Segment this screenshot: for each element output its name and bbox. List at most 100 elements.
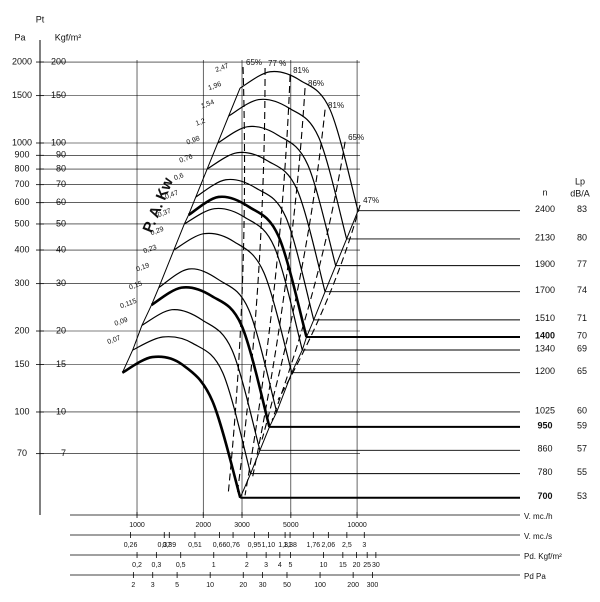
power-label: 0,37 [157,208,172,219]
x-tick-label: 50 [283,582,291,589]
fan-curve [228,98,348,240]
efficiency-label: 86% [308,79,324,88]
power-label: 2,47 [215,63,230,74]
power-label: 0,29 [150,226,165,237]
fan-curve [132,336,252,474]
speed-label: 1200 [535,366,555,376]
y-tick-label: 100 [51,137,66,147]
lp-label: 74 [577,285,587,295]
power-label: 1,54 [200,99,215,110]
y-tick-label: 90 [56,150,66,160]
envelope [121,87,241,373]
speed-label: 1025 [535,405,555,415]
power-label: 0,07 [107,335,122,346]
power-label: 1,96 [207,81,222,92]
efficiency-label: 65% [348,133,364,142]
x-tick-label: 300 [367,582,379,589]
fan-curve [173,232,293,373]
fan-curve [121,355,242,499]
y2-tick-label: 300 [14,278,29,288]
y-tick-label: 80 [56,163,66,173]
y-tick-label: 150 [51,90,66,100]
x-tick-label: 1,31 [278,542,292,549]
lp-label: 83 [577,204,587,214]
lp-label: 65 [577,366,587,376]
lp-label: 57 [577,444,587,454]
y-tick-label: 200 [51,56,66,66]
y2-tick-label: 600 [14,197,29,207]
y2-tick-label: 70 [17,448,27,458]
y-tick-label: 60 [56,197,66,207]
x-tick-label: 0,37 [157,542,171,549]
y2-tick-label: 500 [14,218,29,228]
x-axis-label: Pd Pa [524,572,546,581]
y-tick-label: 15 [56,359,66,369]
x-tick-label: 20 [239,582,247,589]
x-tick-label: 30 [372,562,380,569]
x-tick-label: 0,66 [213,542,227,549]
x-tick-label: 1 [212,562,216,569]
x-tick-label: 2000 [195,522,211,529]
fan-curve [217,125,337,266]
envelope [239,210,359,498]
power-label: 0,19 [135,262,150,273]
x-tick-label: 4 [278,562,282,569]
speed-label: 780 [537,467,552,477]
y-tick-label: 30 [56,278,66,288]
x-tick-label: 5 [289,562,293,569]
power-label: 0,15 [128,280,143,291]
x-tick-label: 15 [339,562,347,569]
x-tick-label: 5000 [283,522,299,529]
lp-label: 77 [577,259,587,269]
y2-tick-label: 400 [14,244,29,254]
speed-label: 950 [537,420,552,430]
y2-tick-label: 1500 [12,90,32,100]
lp-label: 60 [577,405,587,415]
fan-curve [195,178,315,321]
y-tick-label: 70 [56,179,66,189]
lp-label: 59 [577,420,587,430]
lp-label: 53 [577,491,587,501]
power-label: P. A. Kw [140,175,177,235]
efficiency-label: 81% [293,66,309,75]
fan-curve [141,309,261,451]
efficiency-line [271,141,346,421]
power-label: 0,98 [186,135,201,146]
x-tick-label: 1,76 [307,542,321,549]
y2-tick-label: 150 [14,359,29,369]
x-tick-label: 0,2 [132,562,142,569]
x-tick-label: 10 [320,562,328,569]
speed-label: 860 [537,444,552,454]
efficiency-line [261,109,326,440]
lp-label: 80 [577,232,587,242]
speed-label: 1510 [535,313,555,323]
x-tick-label: 2 [245,562,249,569]
x-tick-label: 2,06 [322,542,336,549]
x-tick-label: 0,76 [226,542,240,549]
x-axis-label: Pd. Kgf/m² [524,552,562,561]
y2-tick-label: 100 [14,406,29,416]
speed-label: 700 [537,491,552,501]
x-tick-label: 20 [353,562,361,569]
fan-curve [187,195,308,338]
y-tick-label: 7 [61,448,66,458]
x-tick-label: 25 [363,562,371,569]
efficiency-line [236,68,266,496]
x-tick-label: 0,3 [152,562,162,569]
y2-tick-label: 200 [14,325,29,335]
x-tick-label: 10 [206,582,214,589]
efficiency-label: 77 % [268,59,286,68]
fan-curve [184,207,303,351]
x-tick-label: 2 [131,582,135,589]
efficiency-label: 81% [328,101,344,110]
lp-unit: dB/A [570,188,590,198]
x-tick-label: 3 [264,562,268,569]
speed-label: 1340 [535,343,555,353]
x-tick-label: 30 [259,582,267,589]
fan-curve [150,285,271,428]
y2-tick-label: 2000 [12,56,32,66]
y2-tick-label: 900 [14,150,29,160]
x-tick-label: 0,5 [176,562,186,569]
y-tick-label: 20 [56,325,66,335]
